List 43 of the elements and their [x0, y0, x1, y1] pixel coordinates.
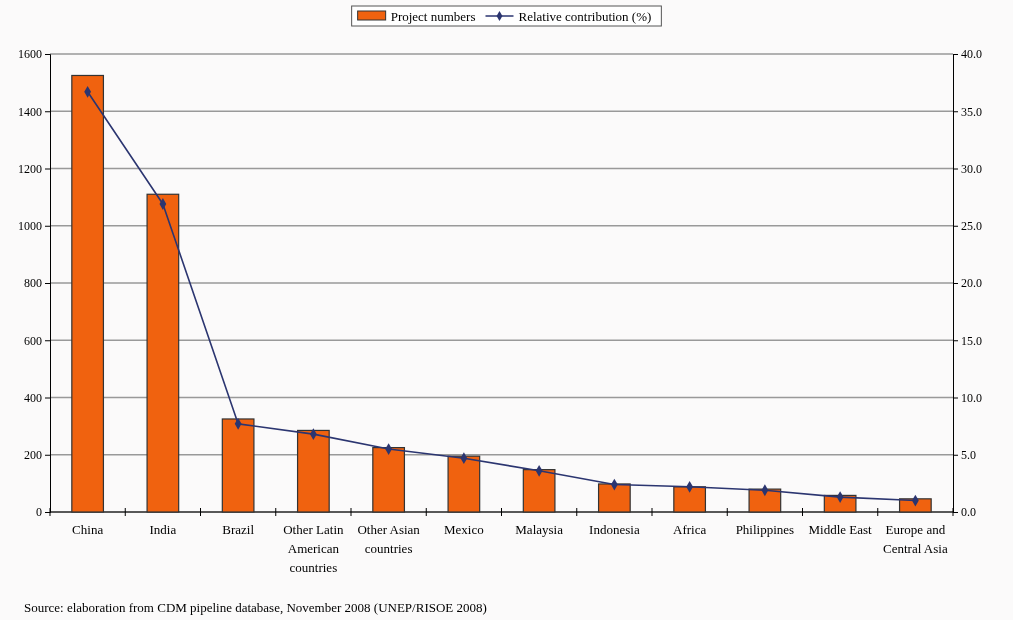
x-tick-label: India [149, 522, 177, 537]
y-tick-label: 200 [24, 448, 42, 463]
y-tick-label: 1200 [18, 161, 42, 176]
y-tick-label: 400 [24, 390, 42, 405]
bar [221, 418, 255, 513]
y2-tick-label: 30.0 [961, 161, 982, 176]
y-tick-label: 1600 [18, 47, 42, 62]
x-tick-label: Other Asian countries [357, 522, 421, 556]
x-tick-label: Africa [673, 522, 707, 537]
y2-tick-label: 20.0 [961, 276, 982, 291]
legend-label: Relative contribution (%) [518, 8, 652, 24]
x-tick-label: Other Latin American countries [283, 522, 345, 575]
x-tick-label: Europe and Central Asia [883, 522, 948, 556]
y2-tick-label: 5.0 [961, 448, 976, 463]
y2-tick-label: 10.0 [961, 390, 982, 405]
y-tick-label: 1400 [18, 104, 42, 119]
y2-tick-label: 25.0 [961, 219, 982, 234]
y2-tick-label: 40.0 [961, 47, 982, 62]
bar [372, 446, 406, 513]
bar [522, 469, 556, 513]
x-tick-label: Indonesia [589, 522, 640, 537]
x-tick-label: Malaysia [515, 522, 564, 537]
y-tick-label: 0 [36, 505, 42, 520]
y-tick-label: 600 [24, 333, 42, 348]
source-note: Source: elaboration from CDM pipeline database, November 2008 (UNEP/RISOE 2008) [24, 600, 487, 615]
y2-tick-label: 0.0 [961, 505, 976, 520]
y2-tick-label: 15.0 [961, 333, 982, 348]
x-tick-label: Philippines [735, 522, 795, 537]
y2-tick-label: 35.0 [961, 104, 982, 119]
x-tick-label: Mexico [444, 522, 484, 537]
bar [597, 483, 631, 513]
legend-label: Project numbers [390, 8, 476, 24]
y-tick-label: 1000 [18, 219, 42, 234]
bar [146, 193, 180, 513]
bar [748, 488, 782, 513]
x-tick-label: Brazil [222, 522, 255, 537]
x-tick-label: China [72, 522, 104, 537]
bar [673, 486, 707, 513]
x-tick-label: Middle East [808, 522, 873, 537]
bar [71, 74, 105, 513]
bar [447, 455, 481, 513]
bar [296, 429, 330, 513]
y-tick-label: 800 [24, 276, 42, 291]
